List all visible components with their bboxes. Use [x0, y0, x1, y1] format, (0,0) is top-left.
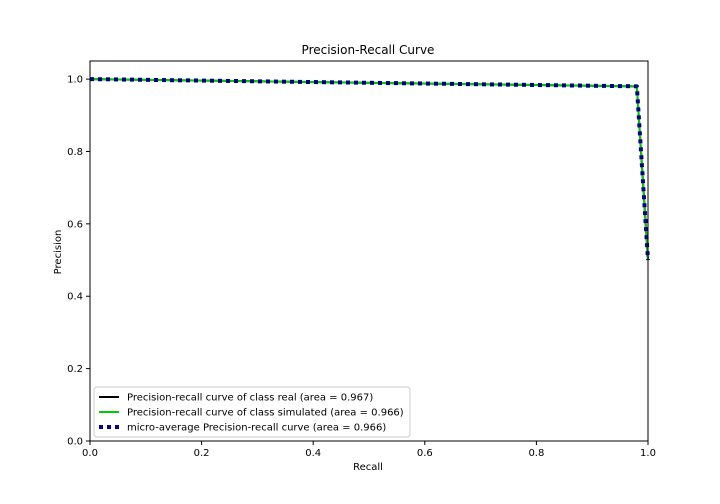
- x-tick-label: 0.8: [528, 448, 544, 459]
- legend: Precision-recall curve of class real (ar…: [93, 386, 411, 438]
- y-tick-label: 0.2: [67, 364, 83, 375]
- x-tick-label: 0.6: [417, 448, 433, 459]
- axes-frame: [89, 60, 649, 442]
- y-tick-label: 0.0: [67, 437, 83, 448]
- x-tick-label: 1.0: [640, 448, 656, 459]
- x-tick-label: 0.4: [305, 448, 321, 459]
- legend-box: [93, 386, 411, 438]
- y-tick-label: 0.6: [67, 219, 83, 230]
- x-tick-label: 0.0: [82, 448, 98, 459]
- y-tick-label: 0.4: [67, 292, 83, 303]
- plot-area: [89, 77, 650, 261]
- series-line-real: [89, 78, 649, 261]
- y-axis-ticks: 0.0 0.2 0.4 0.6 0.8 1.0: [67, 75, 90, 448]
- x-tick-label: 0.2: [194, 448, 210, 459]
- chart-title: Precision-Recall Curve: [302, 43, 435, 57]
- legend-label: Precision-recall curve of class simulate…: [127, 408, 404, 419]
- y-tick-label: 0.8: [67, 147, 83, 158]
- x-axis-label: Recall: [353, 462, 383, 473]
- y-axis-label: Precision: [53, 230, 64, 275]
- legend-label: Precision-recall curve of class real (ar…: [127, 393, 373, 404]
- series-line-simulated: [89, 78, 649, 261]
- y-tick-label: 1.0: [67, 75, 83, 86]
- x-axis-ticks: 0.0 0.2 0.4 0.6 0.8 1.0: [82, 441, 656, 459]
- series-line-micro-average: [89, 77, 650, 261]
- legend-label: micro-average Precision-recall curve (ar…: [127, 423, 386, 434]
